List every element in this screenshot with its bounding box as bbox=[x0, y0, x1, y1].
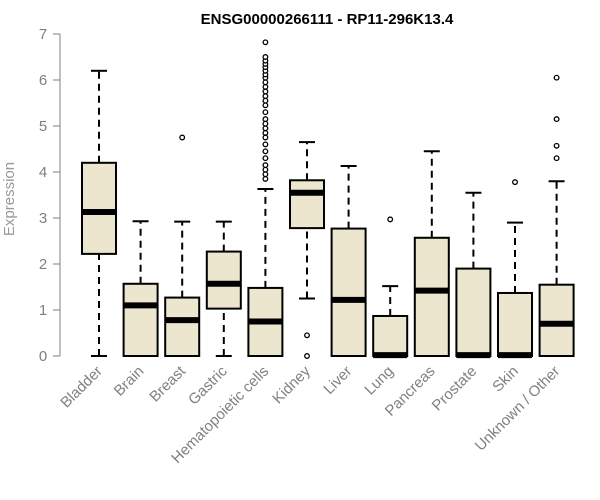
outlier-point bbox=[553, 116, 560, 123]
outlier-point bbox=[179, 134, 186, 141]
outlier-point bbox=[262, 83, 269, 90]
x-tick-label: Liver bbox=[320, 363, 355, 398]
outlier-point bbox=[262, 97, 269, 104]
x-tick-label: Skin bbox=[489, 363, 522, 396]
outlier-point bbox=[387, 216, 394, 223]
box-iqr bbox=[205, 250, 242, 310]
x-tick-label: Bladder bbox=[57, 363, 106, 412]
x-tick-label: Lung bbox=[361, 363, 397, 399]
y-tick-label: 5 bbox=[39, 118, 47, 135]
outlier-point bbox=[262, 134, 269, 141]
outlier-point bbox=[262, 125, 269, 132]
outlier-point bbox=[262, 120, 269, 127]
box-iqr bbox=[330, 227, 367, 357]
box-unknown-other bbox=[538, 74, 575, 358]
x-tick-label: Brain bbox=[111, 363, 148, 400]
x-tick-label: Breast bbox=[146, 362, 189, 405]
outlier-point bbox=[262, 116, 269, 123]
outlier-point bbox=[262, 171, 269, 178]
box-iqr bbox=[289, 179, 325, 230]
box-hematopoietic-cells bbox=[247, 39, 284, 358]
box-iqr bbox=[372, 314, 409, 358]
chart-title: ENSG00000266111 - RP11-296K13.4 bbox=[201, 11, 454, 28]
box-iqr bbox=[538, 283, 575, 358]
outlier-point bbox=[262, 162, 269, 169]
box-lung bbox=[372, 216, 409, 359]
x-tick-label: Prostate bbox=[429, 363, 481, 415]
box-iqr bbox=[81, 161, 117, 255]
y-axis-label: Expression bbox=[1, 162, 18, 236]
box-iqr bbox=[164, 296, 201, 357]
outlier-point bbox=[553, 142, 560, 149]
y-tick-label: 3 bbox=[39, 210, 47, 227]
y-axis: 0 1 2 3 4 5 6 7 bbox=[39, 26, 61, 365]
outlier-point bbox=[262, 155, 269, 162]
outlier-point bbox=[262, 93, 269, 100]
y-tick-label: 2 bbox=[39, 256, 47, 273]
outlier-point bbox=[262, 79, 269, 86]
outlier-point bbox=[262, 141, 269, 148]
box-prostate bbox=[455, 191, 492, 359]
outlier-point bbox=[262, 88, 269, 95]
box-liver bbox=[330, 165, 367, 357]
box-iqr bbox=[455, 267, 492, 358]
outlier-point bbox=[304, 353, 310, 359]
box-breast bbox=[164, 134, 201, 357]
outlier-point bbox=[304, 332, 310, 339]
box-iqr bbox=[497, 291, 533, 358]
y-tick-label: 7 bbox=[39, 26, 47, 43]
outlier-point bbox=[262, 102, 269, 109]
y-tick-label: 0 bbox=[39, 348, 47, 365]
box-brain bbox=[122, 220, 159, 357]
y-tick-label: 1 bbox=[39, 302, 47, 319]
box-pancreas bbox=[413, 150, 450, 357]
x-tick-label: Kidney bbox=[269, 362, 314, 407]
outlier-point bbox=[262, 166, 269, 173]
outlier-point bbox=[512, 179, 518, 186]
outlier-point bbox=[553, 74, 560, 81]
box-kidney bbox=[289, 141, 325, 359]
y-tick-label: 4 bbox=[39, 164, 47, 181]
outlier-point bbox=[262, 109, 269, 116]
outlier-point bbox=[262, 39, 269, 46]
box-gastric bbox=[205, 220, 242, 357]
y-tick-label: 6 bbox=[39, 72, 47, 89]
outlier-point bbox=[262, 54, 269, 60]
boxes-group bbox=[81, 39, 575, 359]
outlier-point bbox=[262, 148, 269, 155]
box-skin bbox=[497, 179, 533, 359]
outlier-point bbox=[553, 155, 560, 162]
box-iqr bbox=[122, 282, 159, 357]
box-bladder bbox=[81, 69, 117, 357]
outlier-point bbox=[262, 129, 269, 136]
box-iqr bbox=[413, 236, 450, 357]
outlier-point bbox=[262, 175, 269, 182]
